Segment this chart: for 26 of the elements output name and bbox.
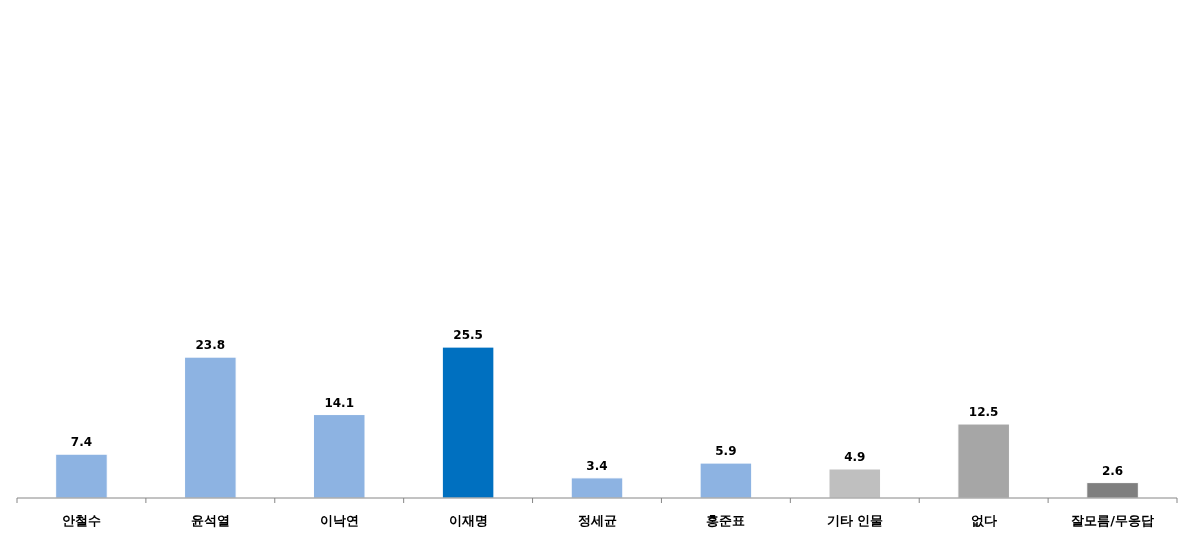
x-tick-label: 잘모름/무응답 bbox=[1071, 513, 1154, 528]
bar bbox=[184, 356, 237, 499]
data-label: 4.9 bbox=[844, 450, 866, 464]
data-label: 3.4 bbox=[586, 458, 608, 473]
bar bbox=[570, 477, 624, 499]
x-tick-label: 정세균 bbox=[577, 513, 617, 528]
x-tick-label: 홍준표 bbox=[706, 513, 746, 528]
x-tick-label: 윤석열 bbox=[190, 513, 230, 528]
x-tick-label: 이재명 bbox=[448, 513, 488, 528]
data-label: 5.9 bbox=[715, 444, 737, 459]
data-label: 2.6 bbox=[1101, 463, 1124, 478]
x-tick-label: 이낙연 bbox=[319, 513, 359, 528]
x-tick-label: 안철수 bbox=[61, 513, 101, 528]
data-label: 14.1 bbox=[324, 395, 355, 410]
x-tick-label: 기타 인물 bbox=[826, 513, 884, 528]
bar bbox=[312, 414, 366, 499]
data-label: 12.5 bbox=[968, 405, 999, 420]
bar bbox=[828, 468, 882, 499]
x-tick-label: 없다 bbox=[970, 513, 997, 528]
data-label: 7.4 bbox=[70, 435, 93, 450]
bar bbox=[441, 346, 495, 499]
bar bbox=[957, 423, 1010, 499]
bar bbox=[699, 462, 753, 499]
data-label: 23.8 bbox=[195, 338, 226, 353]
bar bbox=[55, 453, 108, 499]
data-label: 25.5 bbox=[453, 328, 483, 343]
